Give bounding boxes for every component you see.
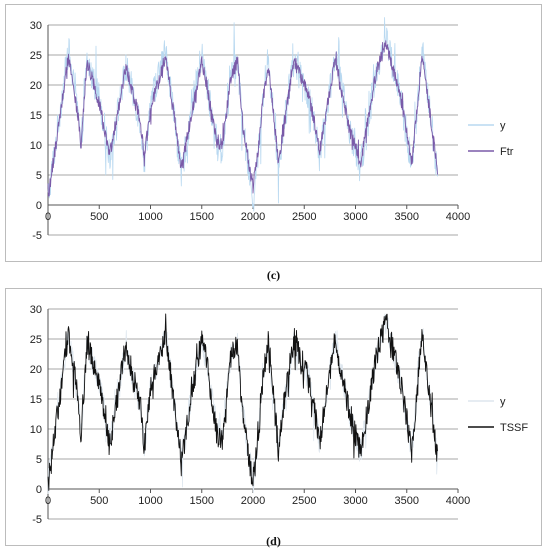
y-tick-label: 30 xyxy=(30,20,42,32)
y-tick-label: 10 xyxy=(30,424,42,436)
x-tick-label: 1500 xyxy=(190,211,214,223)
y-tick-label: 25 xyxy=(30,50,42,62)
x-tick-label: 3500 xyxy=(395,211,419,223)
series-line-ftr xyxy=(47,40,438,197)
y-tick-label: 20 xyxy=(30,364,42,376)
y-tick-label: 5 xyxy=(36,170,42,182)
legend-label-ftr: Ftr xyxy=(500,146,514,158)
y-tick-label: 15 xyxy=(30,394,42,406)
y-tick-label: 5 xyxy=(36,454,42,466)
x-tick-label: 0 xyxy=(45,495,51,507)
y-tick-label: 25 xyxy=(30,334,42,346)
x-tick-label: 500 xyxy=(90,495,108,507)
caption-d: (d) xyxy=(266,534,281,548)
series-line-y xyxy=(47,313,438,495)
x-tick-label: 3000 xyxy=(343,495,367,507)
legend-label-tssf: TSSF xyxy=(500,422,528,434)
y-tick-label: 15 xyxy=(30,110,42,122)
x-tick-label: 1000 xyxy=(138,495,162,507)
x-tick-label: 3500 xyxy=(395,495,419,507)
x-tick-label: 1500 xyxy=(190,495,214,507)
legend-label-y: y xyxy=(500,120,506,132)
legend-label-y: y xyxy=(500,396,506,408)
y-tick-label: -5 xyxy=(32,230,42,242)
x-tick-label: 2000 xyxy=(241,495,265,507)
x-tick-label: 2500 xyxy=(292,211,316,223)
y-tick-label: 20 xyxy=(30,80,42,92)
y-tick-label: 0 xyxy=(36,200,42,212)
chart-panel-c: -5 0 5 10 15 20 25 30 0 500 1000 1500 2000 2500 3000 35… xyxy=(5,4,542,262)
x-tick-label: 2500 xyxy=(292,495,316,507)
x-tick-label: 3000 xyxy=(343,211,367,223)
x-tick-label: 1000 xyxy=(138,211,162,223)
y-tick-label: 30 xyxy=(30,304,42,316)
x-tick-label: 4000 xyxy=(446,211,470,223)
series-line-tssf xyxy=(47,313,438,491)
chart-panel-d: -5 0 5 10 15 20 25 30 0 500 1000 1500 2000 2500 3000 35… xyxy=(5,288,542,546)
x-tick-label: 2000 xyxy=(241,211,265,223)
x-tick-label: 4000 xyxy=(446,495,470,507)
caption-c: (c) xyxy=(266,268,281,282)
y-tick-label: -5 xyxy=(32,514,42,526)
y-tick-label: 0 xyxy=(36,484,42,496)
x-tick-label: 0 xyxy=(45,211,51,223)
x-tick-label: 500 xyxy=(90,211,108,223)
y-tick-label: 10 xyxy=(30,140,42,152)
